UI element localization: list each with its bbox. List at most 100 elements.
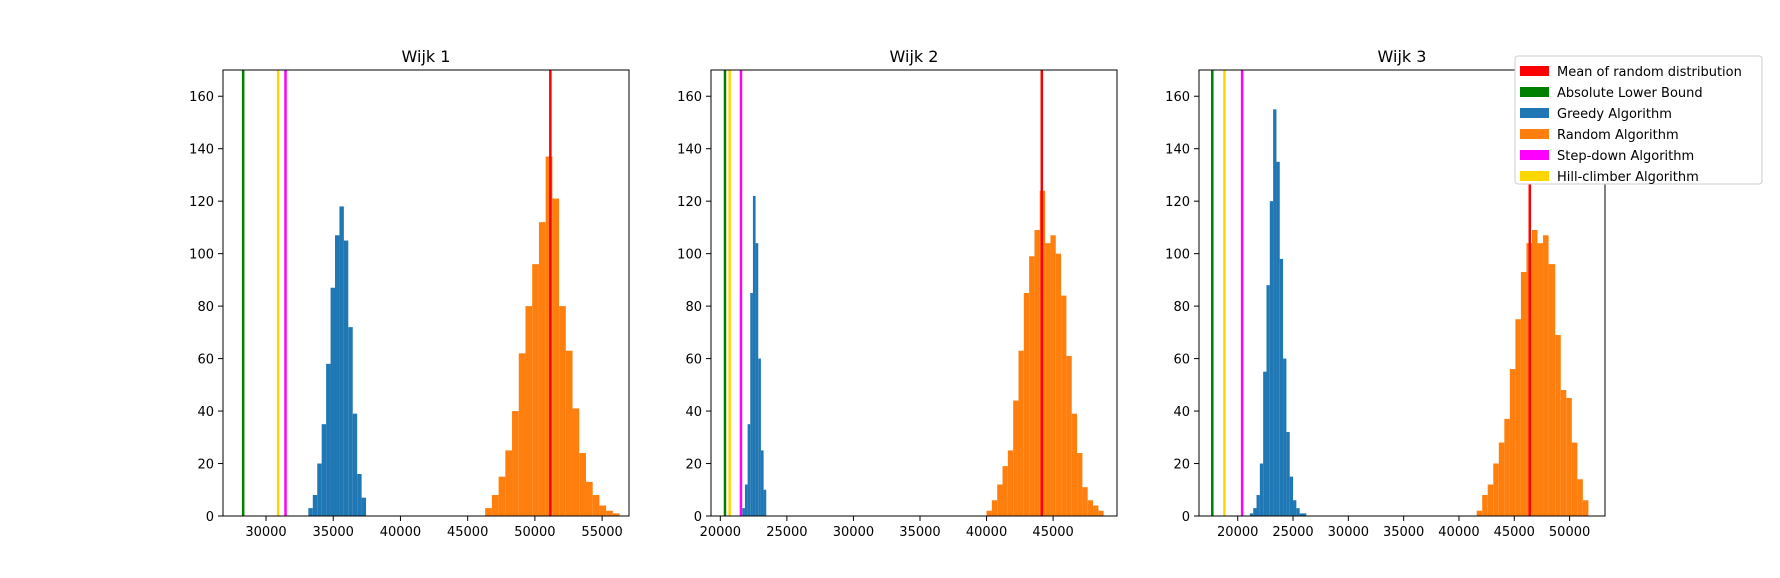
bar bbox=[1560, 390, 1567, 516]
x-tick-label: 25000 bbox=[766, 525, 807, 540]
y-tick-label: 20 bbox=[1173, 458, 1190, 473]
x-tick-label: 50000 bbox=[514, 525, 555, 540]
bar bbox=[334, 235, 340, 516]
bar bbox=[1093, 505, 1099, 516]
y-tick-label: 140 bbox=[677, 143, 702, 158]
bar bbox=[1543, 235, 1549, 516]
bar bbox=[352, 413, 358, 516]
bar bbox=[606, 510, 613, 516]
legend-label: Hill-climber Algorithm bbox=[1557, 170, 1699, 185]
bar bbox=[330, 287, 335, 516]
bar bbox=[1299, 513, 1303, 516]
bar bbox=[1555, 334, 1561, 516]
bar bbox=[1023, 293, 1030, 516]
bar bbox=[986, 510, 992, 516]
bar bbox=[1249, 513, 1254, 516]
bar bbox=[348, 327, 353, 516]
legend-entry: Absolute Lower Bound bbox=[1520, 86, 1703, 101]
bar bbox=[525, 306, 533, 516]
legend-label: Step-down Algorithm bbox=[1557, 149, 1694, 164]
y-tick-label: 40 bbox=[197, 405, 214, 420]
bar bbox=[1263, 371, 1267, 516]
y-tick-label: 80 bbox=[1173, 300, 1190, 315]
x-tick-label: 55000 bbox=[581, 525, 622, 540]
bar bbox=[1296, 508, 1300, 516]
legend-entry: Mean of random distribution bbox=[1520, 65, 1742, 80]
bar bbox=[1055, 253, 1062, 516]
panel-2: 20000 25000 30000 35000 40000 45000 0 20 40 60 80 1… bbox=[677, 47, 1118, 540]
y-tick-label: 160 bbox=[1165, 90, 1190, 105]
bar bbox=[760, 450, 764, 516]
bar bbox=[1029, 256, 1035, 516]
bar bbox=[339, 206, 344, 517]
bar bbox=[518, 353, 526, 516]
bar bbox=[1286, 432, 1290, 516]
bar bbox=[1082, 487, 1088, 516]
bar bbox=[1302, 513, 1307, 516]
bar bbox=[485, 508, 492, 516]
bar bbox=[752, 195, 756, 516]
bar bbox=[1098, 510, 1104, 516]
bar bbox=[599, 505, 607, 516]
bar bbox=[1018, 350, 1024, 516]
x-tick-label: 45000 bbox=[447, 525, 488, 540]
histogram-random-algorithm bbox=[1476, 230, 1589, 517]
bar bbox=[572, 408, 580, 516]
x-tick-label: 45000 bbox=[1032, 525, 1073, 540]
histogram-random-algorithm bbox=[986, 190, 1104, 517]
bar bbox=[343, 240, 349, 516]
histogram-greedy-algorithm bbox=[308, 206, 367, 517]
legend-swatch bbox=[1520, 66, 1549, 76]
bar bbox=[532, 264, 539, 516]
bar bbox=[1013, 400, 1019, 516]
bar bbox=[545, 156, 553, 516]
y-tick-label: 100 bbox=[1165, 248, 1190, 263]
bar bbox=[1077, 453, 1083, 516]
x-tick-label: 40000 bbox=[966, 525, 1007, 540]
bar bbox=[1266, 285, 1270, 516]
histogram-random-algorithm bbox=[485, 156, 620, 517]
bar bbox=[1566, 397, 1572, 516]
y-tick-label: 100 bbox=[189, 248, 214, 263]
bar bbox=[1007, 450, 1014, 516]
bar bbox=[565, 350, 573, 516]
bar bbox=[1476, 510, 1483, 516]
bar bbox=[1050, 235, 1056, 516]
bar bbox=[592, 495, 600, 516]
bar bbox=[1293, 500, 1297, 516]
bar bbox=[1283, 358, 1287, 516]
x-tick-label: 30000 bbox=[833, 525, 874, 540]
bar bbox=[742, 508, 745, 516]
bar bbox=[1531, 230, 1538, 517]
y-tick-label: 80 bbox=[685, 300, 702, 315]
legend-swatch bbox=[1520, 171, 1549, 181]
y-tick-label: 80 bbox=[197, 300, 214, 315]
bar bbox=[321, 424, 327, 516]
y-tick-label: 60 bbox=[197, 353, 214, 368]
bar bbox=[1256, 495, 1260, 516]
bar bbox=[1577, 479, 1583, 516]
bar bbox=[1034, 230, 1040, 517]
bar bbox=[1504, 418, 1510, 516]
bar bbox=[1498, 442, 1505, 516]
x-tick-label: 35000 bbox=[899, 525, 940, 540]
bar bbox=[552, 198, 560, 517]
y-tick-label: 0 bbox=[694, 510, 702, 525]
bar bbox=[744, 484, 748, 516]
legend-label: Greedy Algorithm bbox=[1557, 107, 1672, 122]
legend-entries: Mean of random distribution Absolute Lowe… bbox=[1520, 65, 1742, 185]
bar bbox=[1071, 413, 1078, 516]
x-tick-label: 50000 bbox=[1549, 525, 1590, 540]
legend-label: Absolute Lower Bound bbox=[1557, 86, 1703, 101]
bar bbox=[1066, 355, 1072, 516]
bar bbox=[1273, 109, 1277, 516]
bar bbox=[1002, 466, 1008, 516]
y-tick-label: 140 bbox=[1165, 143, 1190, 158]
bar bbox=[612, 513, 620, 516]
bar bbox=[579, 453, 586, 516]
x-tick-label: 25000 bbox=[1272, 525, 1313, 540]
legend-swatch bbox=[1520, 129, 1549, 139]
bar bbox=[1515, 319, 1521, 516]
bar bbox=[357, 474, 362, 516]
